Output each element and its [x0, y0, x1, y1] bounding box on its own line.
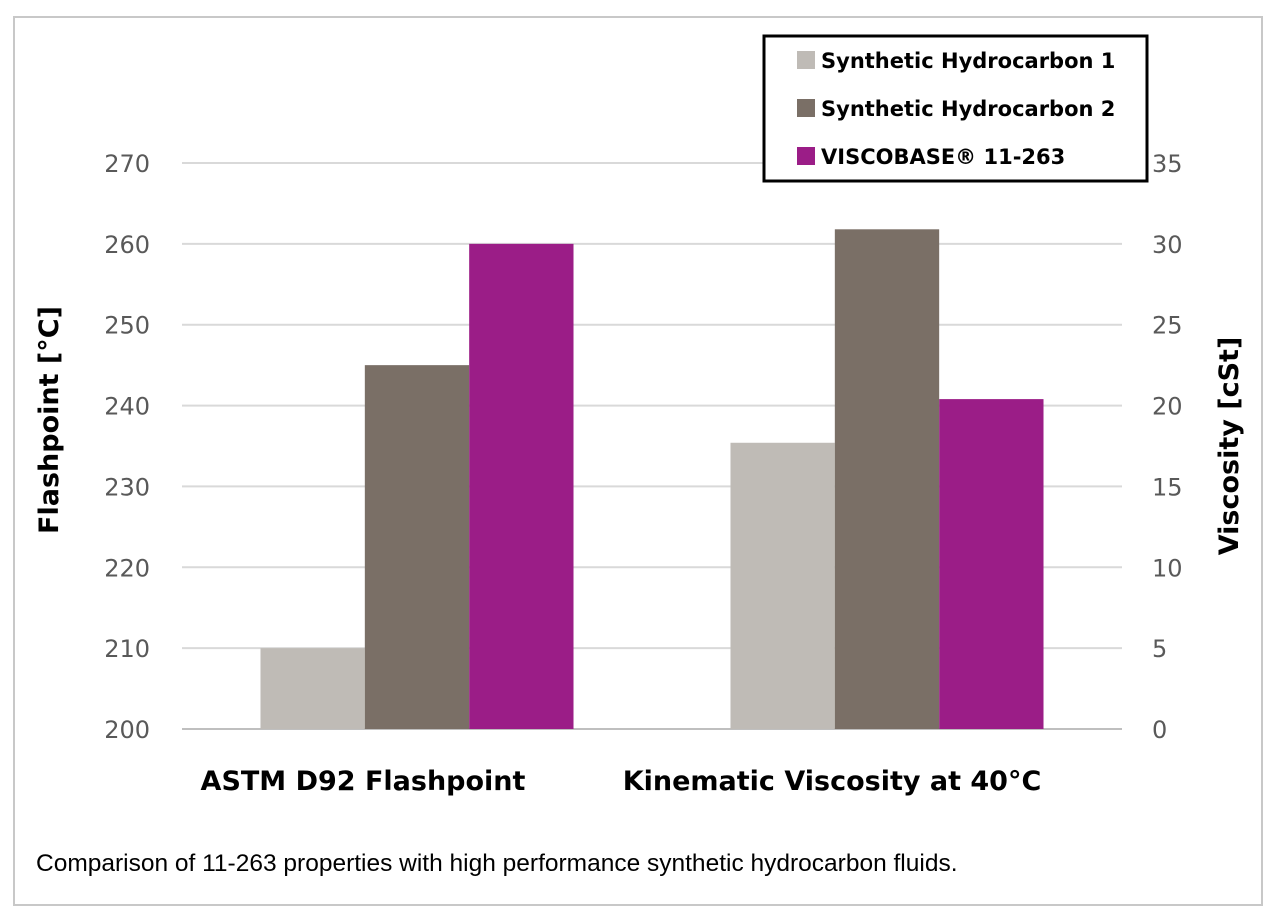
right-tick-label: 30: [1152, 231, 1183, 259]
legend-swatch: [797, 99, 815, 117]
right-tick-label: 25: [1152, 312, 1183, 340]
right-tick-label: 35: [1152, 150, 1183, 178]
legend: Synthetic Hydrocarbon 1 Synthetic Hydroca…: [762, 34, 1149, 183]
legend-swatch: [797, 147, 815, 165]
left-tick-label: 220: [104, 554, 150, 582]
bar: [469, 243, 574, 729]
left-tick-label: 250: [104, 312, 150, 340]
left-axis-title: Flashpoint [°C]: [34, 306, 65, 534]
left-tick-label: 230: [104, 473, 150, 501]
right-axis-ticks: 0 5 10 15 20 25 30 35: [1152, 150, 1183, 744]
left-axis-ticks: 200 210 220 230 240 250 260 270: [104, 150, 150, 744]
figure-caption: Comparison of 11-263 properties with hig…: [36, 850, 958, 877]
right-tick-label: 15: [1152, 473, 1183, 501]
right-tick-label: 0: [1152, 716, 1167, 744]
bar: [834, 229, 940, 729]
left-tick-label: 240: [104, 393, 150, 421]
legend-label: Synthetic Hydrocarbon 1: [821, 49, 1115, 73]
legend-label: Synthetic Hydrocarbon 2: [821, 97, 1115, 121]
bar: [260, 648, 365, 729]
right-tick-label: 20: [1152, 393, 1183, 421]
category-label: Kinematic Viscosity at 40°C: [623, 766, 1042, 797]
right-axis-title: Viscosity [cSt]: [1214, 337, 1245, 556]
bars: [260, 229, 1044, 729]
bar: [939, 399, 1044, 729]
left-tick-label: 270: [104, 150, 150, 178]
left-tick-label: 210: [104, 635, 150, 663]
left-tick-label: 200: [104, 716, 150, 744]
category-label: ASTM D92 Flashpoint: [201, 766, 526, 797]
bar: [364, 365, 470, 729]
right-tick-label: 5: [1152, 635, 1167, 663]
right-tick-label: 10: [1152, 554, 1183, 582]
bar: [730, 442, 835, 729]
category-labels: ASTM D92 Flashpoint Kinematic Viscosity a…: [201, 766, 1042, 797]
left-tick-label: 260: [104, 231, 150, 259]
legend-box: [762, 34, 1149, 183]
legend-swatch: [797, 51, 815, 69]
legend-label: VISCOBASE® 11-263: [821, 145, 1065, 169]
